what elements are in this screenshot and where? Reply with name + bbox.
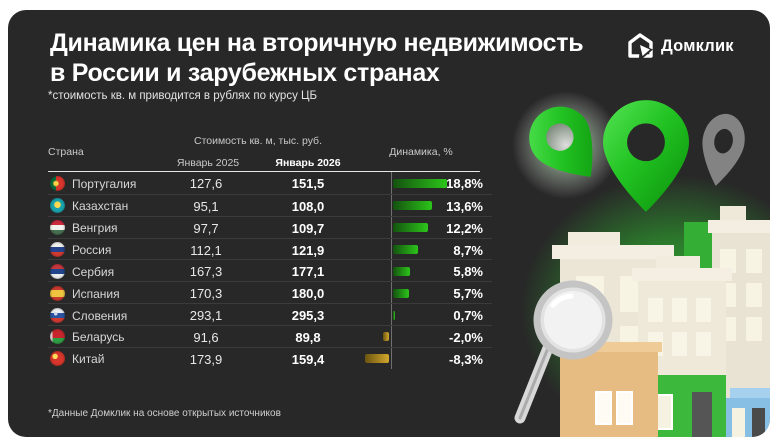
country-name: Казахстан — [72, 199, 129, 214]
dynamics-percent: 13,6% — [446, 198, 483, 214]
title-line-1: Динамика цен на вторичную недвижимость — [50, 29, 584, 57]
table-row: Россия 112,1 121,9 8,7% — [48, 237, 492, 261]
price-jan-2026: 151,5 — [291, 176, 325, 191]
infographic-card: Динамика цен на вторичную недвижимость в… — [8, 10, 770, 437]
price-jan-2026: 177,1 — [291, 264, 325, 280]
column-header-country: Страна — [48, 146, 84, 158]
table-row: Словения 293,1 295,3 0,7% — [48, 303, 492, 326]
bar-axis-line — [391, 172, 392, 369]
green-glow — [521, 175, 770, 437]
page-title: Динамика цен на вторичную недвижимость в… — [50, 28, 610, 88]
price-jan-2026: 108,0 — [291, 198, 325, 214]
column-header-jan-2025: Январь 2025 — [176, 157, 240, 169]
title-line-2: в России и зарубежных странах — [50, 59, 440, 87]
dynamics-percent: 5,7% — [453, 286, 483, 302]
table-row: Сербия 167,3 177,1 5,8% — [48, 259, 492, 282]
dynamics-bar — [393, 288, 410, 298]
dynamics-bar — [393, 310, 395, 320]
price-jan-2026: 180,0 — [291, 286, 325, 302]
subtitle: *стоимость кв. м приводится в рублях по … — [48, 90, 318, 102]
country-flag-icon — [50, 220, 65, 236]
dynamics-percent: 0,7% — [453, 308, 483, 324]
map-pins — [512, 91, 750, 212]
dynamics-bar — [393, 178, 447, 188]
dynamics-bar — [393, 201, 432, 211]
header-divider — [48, 170, 480, 172]
country-name: Россия — [72, 243, 112, 258]
dynamics-percent: -2,0% — [449, 329, 483, 345]
price-jan-2025: 127,6 — [189, 176, 223, 191]
price-jan-2025: 95,1 — [193, 198, 219, 214]
table-row: Беларусь 91,6 89,8 -2,0% — [48, 324, 492, 348]
map-pin-large-green-icon — [603, 100, 689, 212]
country-name: Беларусь — [72, 330, 125, 345]
price-jan-2026: 121,9 — [291, 242, 325, 258]
table-row: Китай 173,9 159,4 -8,3% — [48, 346, 492, 370]
country-flag-icon — [50, 285, 65, 301]
domclick-logo: Домклик — [626, 32, 734, 60]
country-flag-icon — [50, 329, 65, 345]
country-flag-icon — [50, 198, 65, 214]
column-header-dynamics: Динамика, % — [389, 146, 453, 158]
dynamics-bar — [383, 332, 389, 342]
country-name: Испания — [72, 286, 120, 301]
price-jan-2026: 159,4 — [291, 351, 325, 367]
country-name: Китай — [72, 352, 105, 367]
table-row: Венгрия 97,7 109,7 12,2% — [48, 215, 492, 239]
country-name: Португалия — [72, 176, 137, 191]
dynamics-percent: 12,2% — [446, 220, 483, 236]
price-jan-2025: 173,9 — [189, 351, 223, 367]
buildings-illustration — [552, 206, 770, 437]
price-jan-2026: 89,8 — [295, 329, 321, 345]
logo-text: Домклик — [661, 36, 734, 55]
price-jan-2025: 167,3 — [189, 264, 223, 280]
column-header-price-group: Стоимость кв. м, тыс. руб. — [193, 135, 322, 147]
country-name: Венгрия — [72, 221, 118, 236]
price-jan-2025: 170,3 — [189, 286, 223, 302]
price-jan-2025: 293,1 — [189, 308, 223, 324]
price-jan-2026: 109,7 — [291, 220, 325, 236]
price-jan-2025: 91,6 — [193, 329, 219, 345]
country-flag-icon — [50, 351, 65, 367]
dynamics-bar — [393, 223, 428, 233]
country-name: Сербия — [72, 264, 115, 279]
country-flag-icon — [50, 242, 65, 258]
domclick-house-icon — [628, 33, 653, 58]
table-row: Испания 170,3 180,0 5,7% — [48, 281, 492, 304]
dynamics-percent: 18,8% — [446, 176, 483, 191]
magnifier-icon — [514, 280, 613, 424]
map-pin-gray-icon — [694, 110, 750, 190]
country-flag-icon — [50, 307, 65, 323]
country-flag-icon — [50, 175, 65, 191]
price-jan-2026: 295,3 — [291, 308, 325, 324]
footnote: *Данные Домклик на основе открытых источ… — [48, 408, 281, 419]
table-row: Казахстан 95,1 108,0 13,6% — [48, 193, 492, 217]
price-jan-2025: 112,1 — [190, 242, 222, 258]
dynamics-percent: 8,7% — [453, 242, 483, 258]
dynamics-bar — [393, 245, 418, 255]
table-row: Португалия 127,6 151,5 18,8% — [48, 172, 492, 194]
price-jan-2025: 97,7 — [193, 220, 219, 236]
dynamics-bar — [365, 354, 389, 364]
column-header-jan-2026: Январь 2026 — [275, 157, 341, 169]
dynamics-percent: -8,3% — [449, 351, 483, 367]
country-flag-icon — [50, 263, 65, 279]
map-pin-tilted-green-icon — [516, 94, 616, 196]
dynamics-bar — [393, 266, 410, 276]
country-name: Словения — [72, 308, 128, 323]
dynamics-percent: 5,8% — [453, 264, 483, 280]
